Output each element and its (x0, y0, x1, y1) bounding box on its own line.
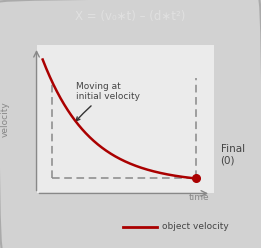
Text: time: time (189, 193, 209, 202)
Text: X = (v₀∗t) – (d∗t²): X = (v₀∗t) – (d∗t²) (75, 10, 186, 23)
Text: object velocity: object velocity (162, 222, 229, 231)
Text: Final
(0): Final (0) (221, 144, 245, 166)
Text: velocity: velocity (1, 101, 10, 137)
Text: Moving at
initial velocity: Moving at initial velocity (76, 82, 140, 121)
